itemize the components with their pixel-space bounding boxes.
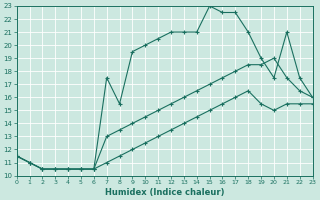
X-axis label: Humidex (Indice chaleur): Humidex (Indice chaleur) <box>105 188 224 197</box>
